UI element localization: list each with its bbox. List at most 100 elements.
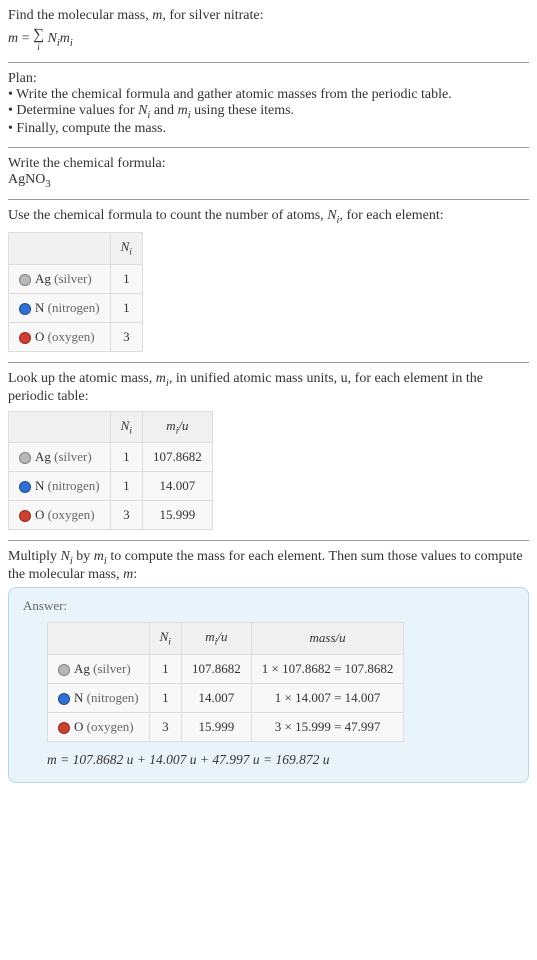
table-row: N (nitrogen) 1 14.007: [9, 472, 213, 501]
plan-b2-pre: • Determine values for: [8, 103, 138, 118]
answer-header-m: mi/u: [182, 623, 252, 655]
intro-text: Find the molecular mass,: [8, 8, 152, 23]
count-section: Use the chemical formula to count the nu…: [8, 208, 529, 362]
formula-main: AgNO: [8, 172, 45, 187]
count-cell: 1: [149, 654, 181, 683]
eq-mi: i: [70, 38, 73, 49]
plan-b2-mid: and: [150, 103, 177, 118]
table-row: N (nitrogen) 1: [9, 293, 143, 322]
count-cell: 1: [110, 264, 142, 293]
table-header-row: Ni: [9, 233, 143, 265]
element-name: (nitrogen): [48, 300, 100, 315]
final-mid: by: [73, 549, 94, 564]
mass-pre: Look up the atomic mass,: [8, 371, 156, 386]
element-name: (oxygen): [48, 507, 95, 522]
element-cell: Ag (silver): [9, 443, 111, 472]
final-title: Multiply Ni by mi to compute the mass fo…: [8, 549, 529, 583]
table-row: Ag (silver) 1 107.8682 1 × 107.8682 = 10…: [48, 654, 404, 683]
answer-box: Answer: Ni mi/u mass/u Ag (silver) 1 107…: [8, 587, 529, 783]
eq-m2: m: [60, 31, 70, 46]
final-N: N: [61, 549, 70, 564]
calc-cell: 1 × 14.007 = 14.007: [251, 683, 404, 712]
intro-m: m: [152, 8, 162, 23]
chemical-formula: AgNO3: [8, 172, 529, 190]
eq-m: m: [8, 31, 18, 46]
element-sym: Ag: [35, 271, 51, 286]
mass-cell: 14.007: [182, 683, 252, 712]
count-N: N: [327, 208, 336, 223]
mass-table: Ni mi/u Ag (silver) 1 107.8682 N (nitrog…: [8, 411, 213, 531]
plan-title: Plan:: [8, 71, 529, 87]
plan-section: Plan: • Write the chemical formula and g…: [8, 71, 529, 148]
mass-cell: 107.8682: [182, 654, 252, 683]
element-name: (silver): [54, 271, 92, 286]
element-cell: Ag (silver): [48, 654, 150, 683]
formula-sub: 3: [45, 178, 50, 189]
element-sym: O: [35, 507, 44, 522]
element-dot: [19, 481, 31, 493]
element-cell: O (oxygen): [48, 712, 150, 741]
element-cell: Ag (silver): [9, 264, 111, 293]
mass-cell: 14.007: [143, 472, 213, 501]
element-dot: [19, 332, 31, 344]
eq-sum-sym: ∑: [33, 26, 44, 43]
element-name: (oxygen): [48, 329, 95, 344]
element-sym: O: [35, 329, 44, 344]
element-name: (nitrogen): [48, 478, 100, 493]
table-header-row: Ni mi/u mass/u: [48, 623, 404, 655]
formula-section: Write the chemical formula: AgNO3: [8, 156, 529, 201]
intro-text2: , for silver nitrate:: [162, 8, 263, 23]
count-header-N: Ni: [110, 233, 142, 265]
plan-b2-m: m: [178, 103, 188, 118]
mass-header-m: mi/u: [143, 411, 213, 443]
mass-cell: 107.8682: [143, 443, 213, 472]
table-row: O (oxygen) 3 15.999: [9, 501, 213, 530]
element-cell: O (oxygen): [9, 501, 111, 530]
eq-eq: =: [18, 31, 33, 46]
eq-N: N: [48, 31, 57, 46]
element-cell: N (nitrogen): [9, 472, 111, 501]
element-dot: [58, 722, 70, 734]
count-cell: 3: [110, 501, 142, 530]
count-title: Use the chemical formula to count the nu…: [8, 208, 529, 226]
plan-b1: • Write the chemical formula and gather …: [8, 87, 529, 103]
empty-header: [9, 233, 111, 265]
eq-sum-idx: i: [33, 44, 44, 52]
count-cell: 1: [110, 443, 142, 472]
empty-header: [48, 623, 150, 655]
answer-label: Answer:: [23, 598, 514, 614]
element-cell: N (nitrogen): [9, 293, 111, 322]
element-sym: N: [74, 690, 83, 705]
intro-section: Find the molecular mass, m, for silver n…: [8, 8, 529, 63]
count-table: Ni Ag (silver) 1 N (nitrogen) 1 O (oxyge…: [8, 232, 143, 352]
element-name: (nitrogen): [87, 690, 139, 705]
element-dot: [19, 510, 31, 522]
mass-header-N: Ni: [110, 411, 142, 443]
final-m: m: [94, 549, 104, 564]
calc-cell: 1 × 107.8682 = 107.8682: [251, 654, 404, 683]
table-row: Ag (silver) 1: [9, 264, 143, 293]
plan-b3: • Finally, compute the mass.: [8, 121, 529, 137]
mass-cell: 15.999: [182, 712, 252, 741]
element-sym: N: [35, 300, 44, 315]
element-name: (silver): [93, 661, 131, 676]
final-m2: m: [123, 567, 133, 582]
empty-header: [9, 411, 111, 443]
count-cell: 1: [110, 472, 142, 501]
element-dot: [19, 303, 31, 315]
answer-table: Ni mi/u mass/u Ag (silver) 1 107.8682 1 …: [47, 622, 404, 742]
table-header-row: Ni mi/u: [9, 411, 213, 443]
element-dot: [58, 664, 70, 676]
count-cell: 3: [149, 712, 181, 741]
plan-b2-post: using these items.: [191, 103, 294, 118]
count-cell: 1: [149, 683, 181, 712]
count-cell: 3: [110, 322, 142, 351]
result-line: m = 107.8682 u + 14.007 u + 47.997 u = 1…: [47, 752, 514, 768]
count-pre: Use the chemical formula to count the nu…: [8, 208, 327, 223]
element-cell: O (oxygen): [9, 322, 111, 351]
element-sym: Ag: [74, 661, 90, 676]
plan-b2: • Determine values for Ni and mi using t…: [8, 103, 529, 121]
element-dot: [58, 693, 70, 705]
formula-title: Write the chemical formula:: [8, 156, 529, 172]
element-name: (silver): [54, 449, 92, 464]
